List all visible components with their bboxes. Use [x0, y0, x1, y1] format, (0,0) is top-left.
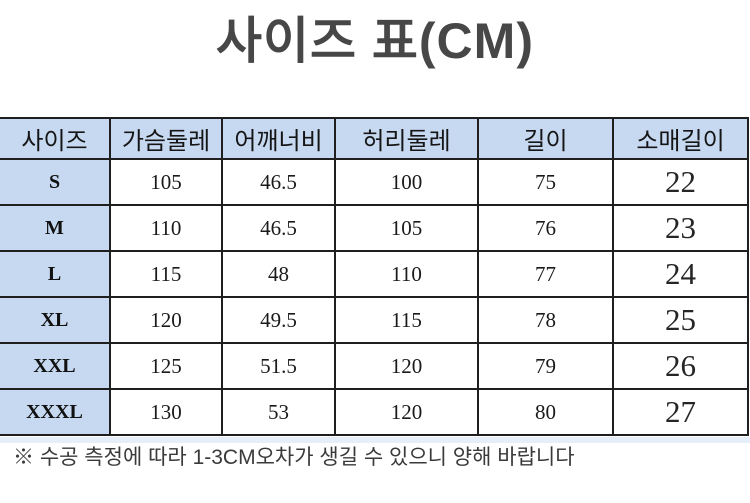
sleeve-cell: 22: [612, 158, 749, 206]
length-cell: 75: [477, 158, 614, 206]
sleeve-cell: 24: [612, 250, 749, 298]
header-row: 사이즈 가슴둘레 어깨너비 허리둘레 길이 소매길이: [0, 117, 749, 160]
shoulder-cell: 53: [221, 388, 336, 436]
col-header-size: 사이즈: [0, 117, 111, 160]
length-cell: 77: [477, 250, 614, 298]
col-header-shoulder: 어깨너비: [221, 117, 336, 160]
table-row-s: S 105 46.5 100 75 22: [0, 158, 749, 206]
shoulder-cell: 46.5: [221, 204, 336, 252]
chest-cell: 115: [109, 250, 223, 298]
shoulder-cell: 48: [221, 250, 336, 298]
size-cell: XXXL: [0, 388, 111, 436]
table-row-xl: XL 120 49.5 115 78 25: [0, 296, 749, 344]
waist-cell: 115: [334, 296, 479, 344]
waist-cell: 105: [334, 204, 479, 252]
col-header-chest: 가슴둘레: [109, 117, 223, 160]
table-row-xxl: XXL 125 51.5 120 79 26: [0, 342, 749, 390]
sleeve-cell: 25: [612, 296, 749, 344]
shoulder-cell: 49.5: [221, 296, 336, 344]
measurement-note: ※ 수공 측정에 따라 1-3CM오차가 생길 수 있으니 양해 바랍니다: [13, 446, 575, 469]
size-table-header: 사이즈 가슴둘레 어깨너비 허리둘레 길이 소매길이: [0, 117, 749, 160]
table-bottom-strip: [0, 437, 750, 443]
chest-cell: 130: [109, 388, 223, 436]
shoulder-cell: 51.5: [221, 342, 336, 390]
length-cell: 78: [477, 296, 614, 344]
size-cell: XXL: [0, 342, 111, 390]
size-table-body: S 105 46.5 100 75 22 M 110 46.5 105 76 2…: [0, 158, 749, 436]
page-title: 사이즈 표(CM): [216, 13, 534, 69]
sleeve-cell: 23: [612, 204, 749, 252]
size-cell: L: [0, 250, 111, 298]
col-header-sleeve: 소매길이: [612, 117, 749, 160]
length-cell: 76: [477, 204, 614, 252]
size-cell: S: [0, 158, 111, 206]
chest-cell: 105: [109, 158, 223, 206]
chest-cell: 120: [109, 296, 223, 344]
size-cell: M: [0, 204, 111, 252]
sleeve-cell: 26: [612, 342, 749, 390]
size-cell: XL: [0, 296, 111, 344]
waist-cell: 100: [334, 158, 479, 206]
length-cell: 80: [477, 388, 614, 436]
chest-cell: 125: [109, 342, 223, 390]
waist-cell: 120: [334, 342, 479, 390]
table-row-xxxl: XXXL 130 53 120 80 27: [0, 388, 749, 436]
sleeve-cell: 27: [612, 388, 749, 436]
table-row-l: L 115 48 110 77 24: [0, 250, 749, 298]
waist-cell: 110: [334, 250, 479, 298]
size-table: 사이즈 가슴둘레 어깨너비 허리둘레 길이 소매길이 S 105 46.5 10…: [0, 117, 749, 436]
length-cell: 79: [477, 342, 614, 390]
waist-cell: 120: [334, 388, 479, 436]
chest-cell: 110: [109, 204, 223, 252]
table-row-m: M 110 46.5 105 76 23: [0, 204, 749, 252]
col-header-length: 길이: [477, 117, 614, 160]
col-header-waist: 허리둘레: [334, 117, 479, 160]
shoulder-cell: 46.5: [221, 158, 336, 206]
